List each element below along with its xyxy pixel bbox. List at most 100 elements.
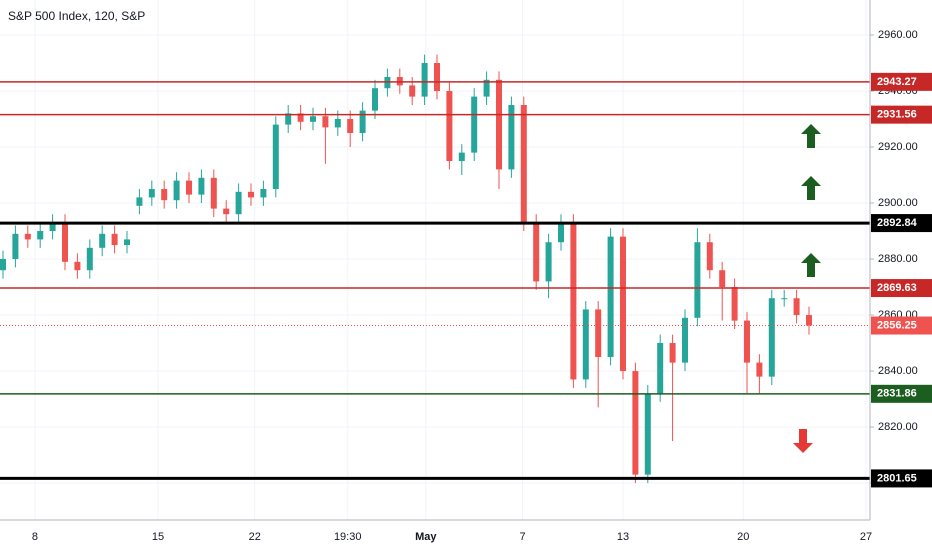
candle-body — [74, 261, 81, 271]
candle-body — [359, 110, 366, 134]
candle-body — [619, 236, 626, 372]
candle-body — [235, 191, 242, 215]
axis: 2800.002820.002840.002860.002880.002900.… — [32, 29, 932, 543]
level-label: 2831.86 — [877, 388, 917, 400]
candle-body — [644, 393, 651, 475]
candle-body — [657, 343, 664, 394]
candle-body — [681, 317, 688, 363]
candle-body — [793, 298, 800, 316]
x-tick-label: 8 — [32, 531, 38, 543]
candle-body — [285, 113, 292, 125]
level-label: 2892.84 — [877, 217, 918, 229]
candle-body — [123, 239, 130, 246]
candle-body — [247, 191, 254, 198]
candle-body — [421, 63, 428, 97]
candle-body — [545, 242, 552, 282]
x-tick-label: 22 — [249, 531, 261, 543]
level-label: 2931.56 — [877, 109, 917, 121]
candle-body — [99, 233, 106, 248]
candle-body — [161, 189, 168, 201]
candle-body — [322, 116, 329, 128]
up-arrow — [801, 176, 821, 200]
candle-body — [49, 222, 56, 232]
candle-body — [371, 88, 378, 111]
candle-body — [731, 287, 738, 321]
y-tick-label: 2820.00 — [878, 421, 918, 433]
candle-body — [508, 105, 515, 170]
candle-body — [483, 79, 490, 97]
level-label-bg — [871, 279, 932, 298]
candle-body — [334, 119, 341, 128]
candle-body — [570, 222, 577, 380]
candle-body — [458, 152, 465, 162]
candle-body — [384, 77, 391, 89]
x-tick-label: 19:30 — [334, 531, 362, 543]
x-tick-label: 7 — [519, 531, 525, 543]
grid — [0, 0, 870, 520]
candle-body — [173, 180, 180, 201]
candle-body — [632, 371, 639, 475]
levels — [0, 81, 870, 480]
candle-body — [582, 309, 589, 380]
candle-body — [136, 197, 143, 206]
candle-body — [210, 177, 217, 209]
candle-body — [607, 236, 614, 358]
level-label-bg — [871, 72, 932, 91]
level-label-bg — [871, 105, 932, 124]
level-label-bg — [871, 469, 932, 488]
candle-body — [781, 298, 788, 300]
y-tick-label: 2840.00 — [878, 365, 918, 377]
candle-body — [557, 222, 564, 243]
y-tick-label: 2880.00 — [878, 253, 918, 265]
candle-body — [743, 320, 750, 363]
candle-body — [805, 315, 812, 326]
candle-body — [347, 119, 354, 134]
candle-body — [520, 105, 527, 223]
up-arrow — [801, 124, 821, 148]
x-tick-label: May — [415, 531, 437, 543]
y-tick-label: 2960.00 — [878, 29, 918, 41]
candle-body — [409, 85, 416, 97]
down-arrow — [793, 429, 813, 453]
candle-body — [446, 91, 453, 162]
candle-body — [185, 180, 192, 195]
candle-body — [272, 124, 279, 190]
candle-body — [24, 233, 31, 240]
arrows — [793, 124, 821, 453]
level-label: 2943.27 — [877, 76, 917, 88]
x-tick-label: 20 — [737, 531, 749, 543]
x-tick-label: 27 — [860, 531, 872, 543]
x-tick-label: 13 — [617, 531, 629, 543]
y-tick-label: 2900.00 — [878, 197, 918, 209]
level-label-bg — [871, 214, 932, 233]
candle-body — [756, 362, 763, 377]
candle-body — [223, 208, 230, 215]
level-label-bg — [871, 384, 932, 403]
candle-body — [768, 298, 775, 377]
up-arrow — [801, 253, 821, 277]
candle-body — [12, 233, 19, 260]
candle-body — [433, 63, 440, 92]
y-tick-label: 2920.00 — [878, 141, 918, 153]
chart-title: S&P 500 Index, 120, S&P — [8, 9, 145, 23]
level-label-bg — [871, 316, 932, 335]
level-label: 2856.25 — [877, 319, 917, 331]
candles — [0, 54, 812, 484]
candle-body — [86, 247, 93, 271]
candle-body — [111, 233, 118, 246]
candle-body — [669, 343, 676, 363]
candle-body — [148, 189, 155, 198]
candle-body — [706, 242, 713, 271]
candle-body — [719, 270, 726, 288]
candle-body — [37, 231, 44, 240]
candle-body — [694, 242, 701, 318]
candle-body — [495, 79, 502, 170]
candle-body — [260, 189, 267, 198]
level-label: 2869.63 — [877, 282, 917, 294]
candle-body — [0, 259, 7, 271]
candle-body — [533, 222, 540, 282]
level-label: 2801.65 — [877, 472, 917, 484]
x-tick-label: 15 — [152, 531, 164, 543]
candle-body — [595, 309, 602, 358]
